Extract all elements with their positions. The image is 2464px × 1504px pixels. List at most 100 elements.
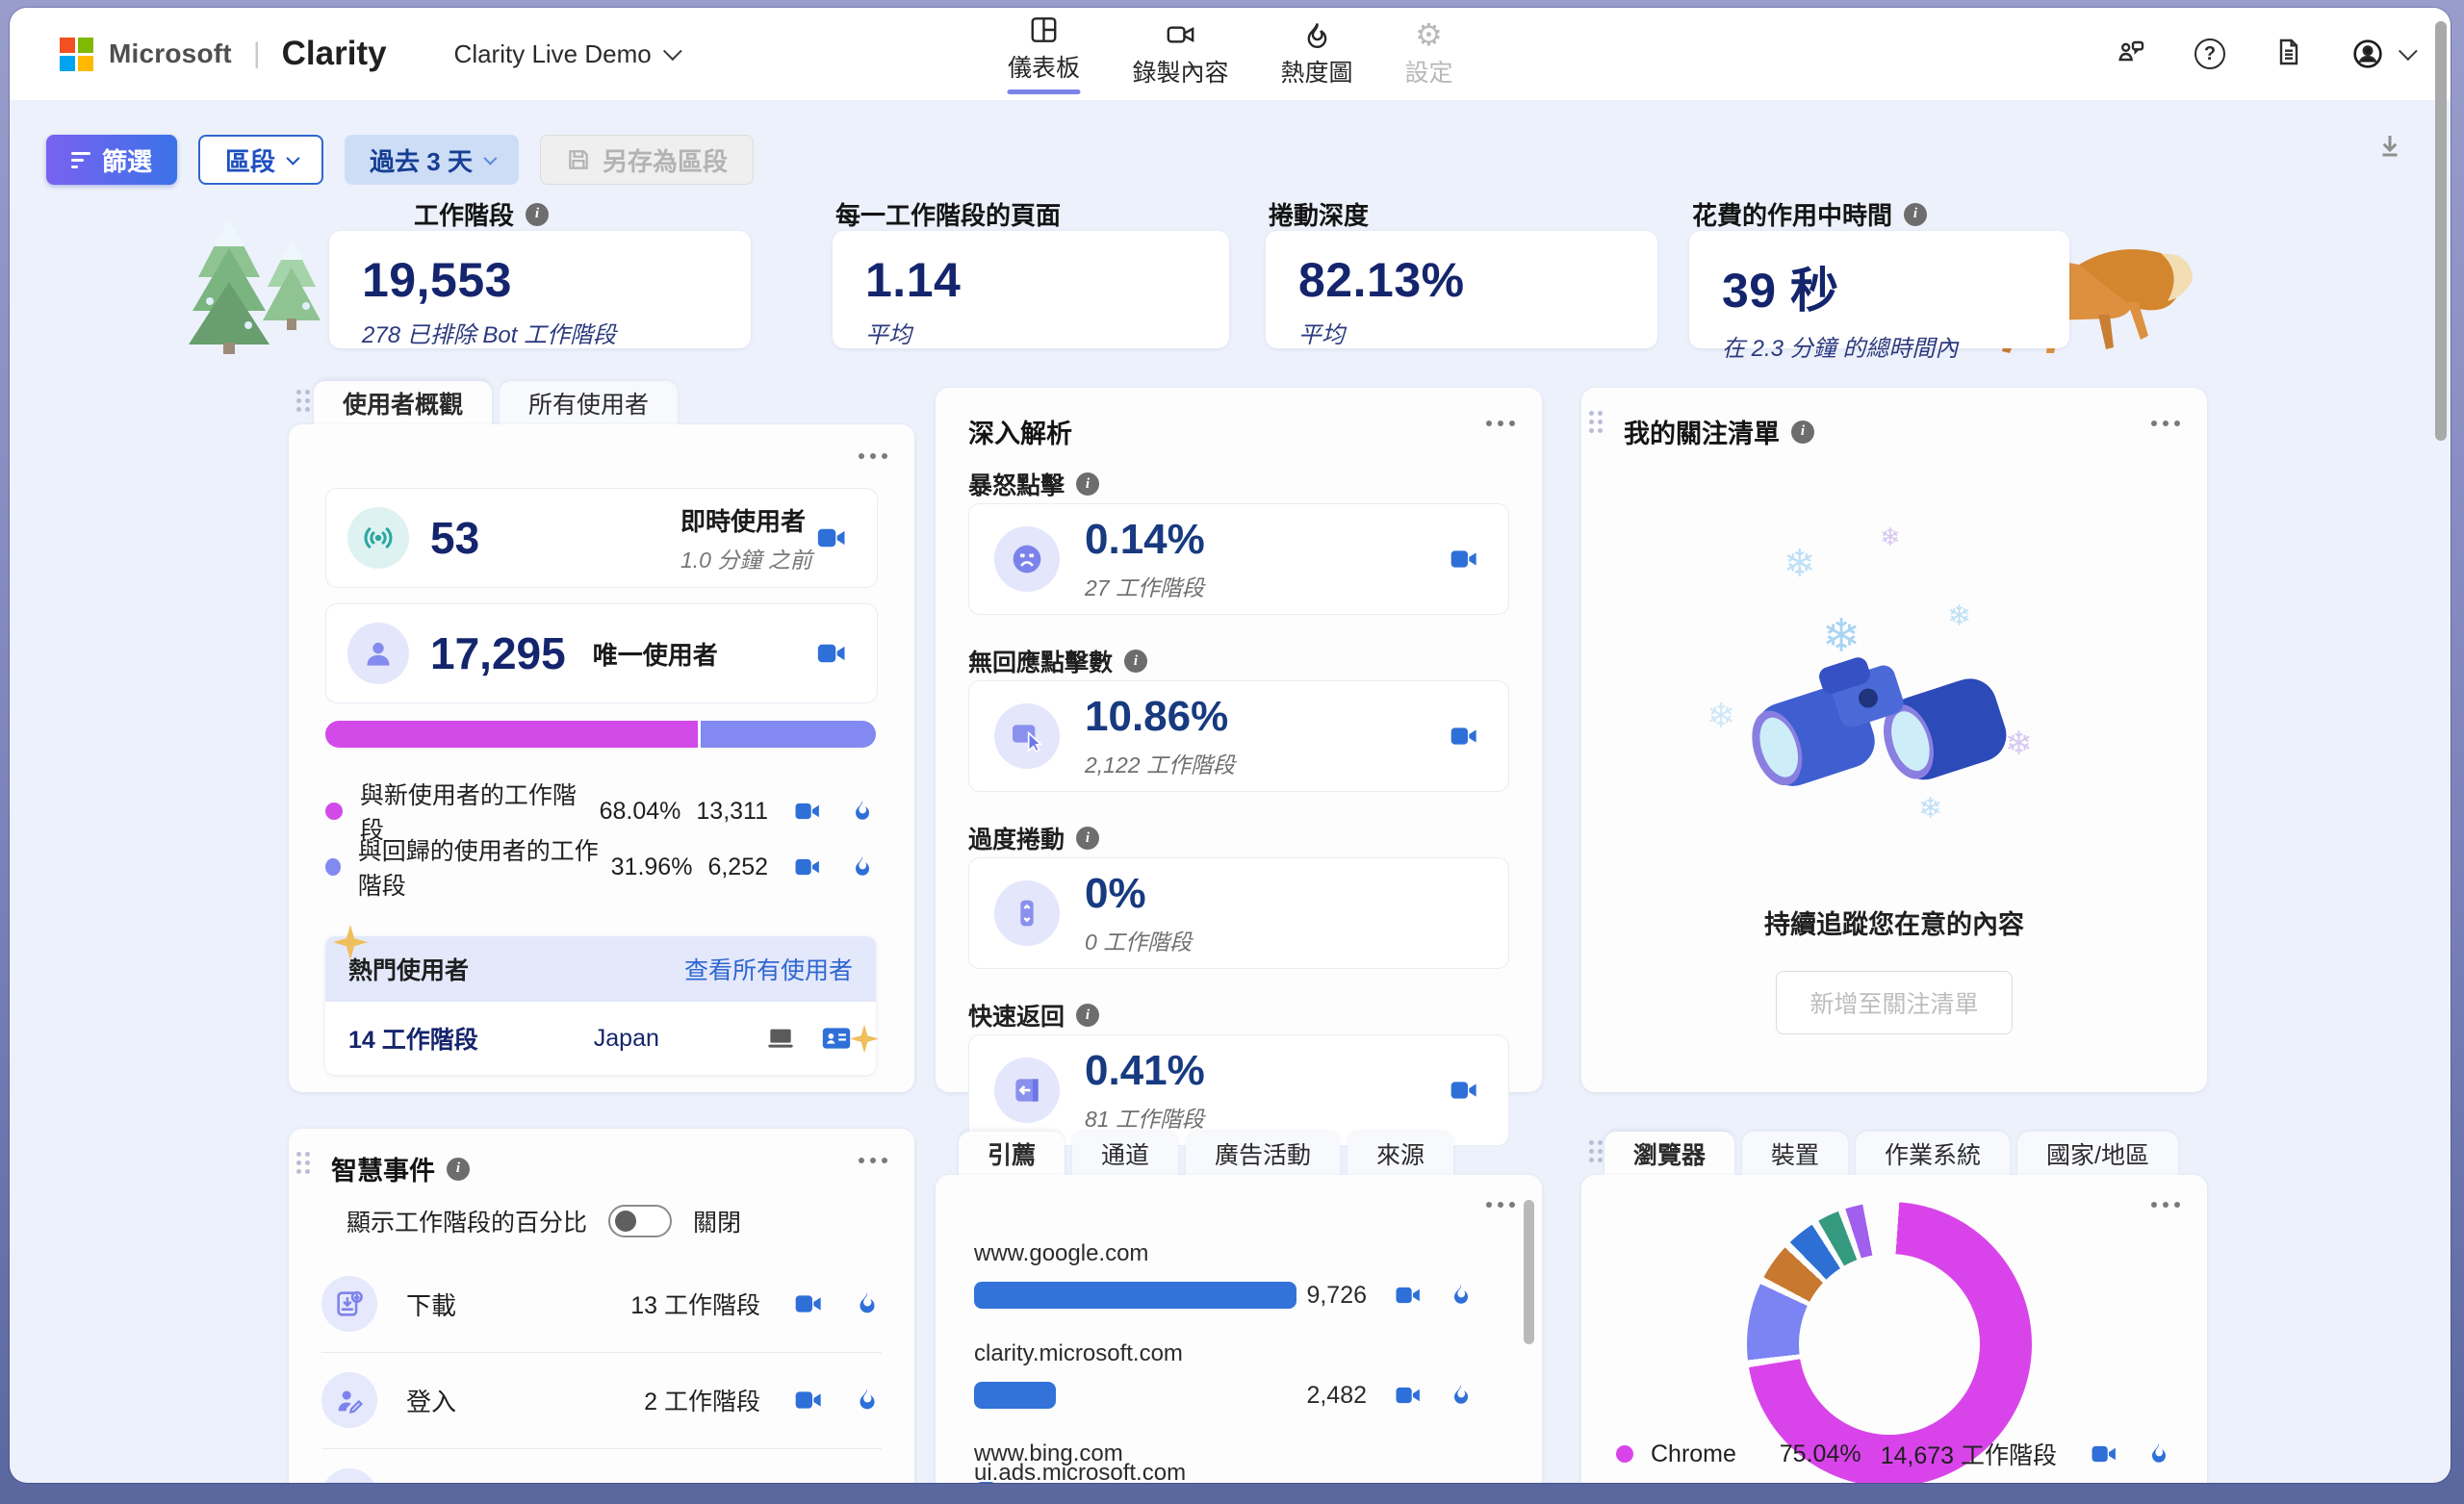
event-row-contact-us[interactable]: 請與我們連絡 1 工作階段: [321, 1456, 882, 1483]
drag-handle[interactable]: [1589, 1140, 1603, 1162]
tab-referrers[interactable]: 引薦: [959, 1132, 1065, 1176]
chevron-down-icon: [286, 151, 300, 166]
quick-backs-sessions: 81 工作階段: [1085, 1107, 1204, 1132]
referrer-heatmap-button[interactable]: [1448, 1482, 1475, 1483]
event-recordings-button[interactable]: [793, 1288, 824, 1319]
nav-heatmaps[interactable]: 熱度圖: [1280, 19, 1353, 89]
segment-recordings-button[interactable]: [793, 853, 822, 881]
tab-all-users[interactable]: 所有使用者: [500, 381, 679, 425]
user-overview-tabs: 使用者概觀 所有使用者: [314, 381, 679, 425]
nav-recordings[interactable]: 錄製內容: [1132, 19, 1228, 89]
info-icon[interactable]: i: [1124, 650, 1148, 673]
account-menu[interactable]: [2352, 38, 2418, 69]
event-recordings-button[interactable]: [793, 1385, 824, 1415]
tab-campaigns[interactable]: 廣告活動: [1186, 1132, 1341, 1176]
app-header: Microsoft | Clarity Clarity Live Demo 儀表…: [10, 8, 2451, 100]
more-menu-button[interactable]: [2151, 421, 2180, 426]
event-row-login[interactable]: 登入 2 工作階段: [321, 1360, 882, 1440]
browsers-donut-chart[interactable]: [1747, 1202, 2032, 1483]
insight-label-text: 快速返回: [968, 1004, 1065, 1031]
info-icon[interactable]: i: [1076, 472, 1100, 496]
date-range-button[interactable]: 過去 3 天: [345, 135, 519, 185]
rage-clicks-recordings-button[interactable]: [1449, 544, 1479, 574]
more-menu-button[interactable]: [2151, 1202, 2180, 1208]
live-users-label: 即時使用者: [680, 506, 807, 536]
help-button[interactable]: ?: [2194, 38, 2225, 69]
release-notes-button[interactable]: [2273, 37, 2304, 72]
more-menu-button[interactable]: [1486, 1202, 1515, 1208]
segments-button[interactable]: 區段: [198, 135, 324, 185]
browser-legend-row[interactable]: Chrome 75.04% 14,673 工作階段: [1616, 1437, 2172, 1471]
drag-handle[interactable]: [1589, 411, 1603, 433]
event-heatmap-button[interactable]: [853, 1482, 882, 1483]
tab-os[interactable]: 作業系統: [1856, 1132, 2011, 1176]
segment-heatmap-button[interactable]: [849, 798, 876, 825]
quick-backs-label: 快速返回 i: [968, 998, 1100, 1032]
legend-count: 6,252: [707, 853, 768, 880]
event-row-downloads[interactable]: 下載 13 工作階段: [321, 1263, 882, 1344]
browser-recordings-button[interactable]: [2090, 1440, 2118, 1468]
event-recordings-button[interactable]: [793, 1481, 824, 1483]
event-heatmap-button[interactable]: [853, 1289, 882, 1318]
tab-country[interactable]: 國家/地區: [2017, 1132, 2178, 1176]
info-icon[interactable]: i: [447, 1157, 470, 1181]
info-icon[interactable]: i: [1791, 420, 1814, 444]
referrer-bar[interactable]: [974, 1482, 998, 1483]
project-selector[interactable]: Clarity Live Demo: [454, 39, 682, 69]
browser-heatmap-button[interactable]: [2145, 1440, 2172, 1467]
tab-user-overview[interactable]: 使用者概觀: [314, 381, 493, 425]
kpi-label-text: 每一工作階段的頁面: [835, 201, 1062, 230]
feedback-button[interactable]: [2116, 37, 2146, 72]
event-heatmap-button[interactable]: [853, 1386, 882, 1415]
referrer-recordings-button[interactable]: [1394, 1481, 1423, 1483]
legend-label: 與新使用者的工作階段: [359, 782, 577, 844]
info-icon[interactable]: i: [1904, 202, 1928, 226]
live-users-recordings-button[interactable]: [815, 522, 848, 554]
user-profile-card-icon[interactable]: [820, 1022, 853, 1055]
kpi-scroll-depth-card: 82.13% 平均: [1266, 231, 1657, 348]
info-icon[interactable]: i: [1076, 827, 1100, 850]
quick-backs-recordings-button[interactable]: [1449, 1075, 1479, 1106]
segment-recordings-button[interactable]: [793, 797, 822, 826]
app-window: Microsoft | Clarity Clarity Live Demo 儀表…: [10, 8, 2451, 1483]
tab-browsers[interactable]: 瀏覽器: [1604, 1132, 1735, 1176]
event-bubble: [321, 1372, 377, 1428]
divider: [321, 1448, 882, 1449]
show-percentage-toggle[interactable]: [608, 1205, 673, 1237]
watchlist-empty-title: 持續追蹤您在意的內容: [1764, 910, 2024, 939]
referrer-label: www.bing.com: [974, 1440, 1123, 1466]
flame-icon: [860, 1389, 875, 1410]
referrer-recordings-button[interactable]: [1394, 1381, 1423, 1410]
tab-channels[interactable]: 通道: [1072, 1132, 1179, 1176]
top-users-header: 熱門使用者 查看所有使用者: [325, 936, 876, 1002]
more-menu-button[interactable]: [859, 453, 887, 459]
referrer-recordings-button[interactable]: [1394, 1281, 1423, 1310]
returning-users-bar-segment[interactable]: [701, 721, 876, 748]
page-scrollbar[interactable]: [2435, 21, 2447, 441]
referrer-bar[interactable]: [974, 1382, 1057, 1409]
download-dashboard-button[interactable]: [2375, 131, 2404, 165]
referrer-heatmap-button[interactable]: [1448, 1282, 1475, 1309]
referrer-bar[interactable]: [974, 1282, 1296, 1309]
nav-dashboard[interactable]: 儀表板: [1007, 14, 1081, 94]
tab-devices[interactable]: 裝置: [1742, 1132, 1849, 1176]
drag-handle[interactable]: [296, 1152, 310, 1174]
dead-clicks-recordings-button[interactable]: [1449, 721, 1479, 752]
unique-users-recordings-button[interactable]: [815, 637, 848, 670]
more-menu-button[interactable]: [859, 1158, 887, 1163]
info-icon[interactable]: i: [526, 202, 550, 226]
see-all-users-link[interactable]: 查看所有使用者: [683, 957, 853, 984]
card-scrollbar[interactable]: [1524, 1200, 1534, 1344]
tab-sources[interactable]: 來源: [1348, 1132, 1454, 1176]
referrer-row-clarity: clarity.microsoft.com 2,482: [974, 1340, 1475, 1410]
card-title-text: 我的關注清單: [1624, 420, 1780, 448]
info-icon[interactable]: i: [1076, 1004, 1100, 1027]
top-user-row[interactable]: 14 工作階段 Japan: [325, 1002, 876, 1075]
referrer-heatmap-button[interactable]: [1448, 1382, 1475, 1409]
more-menu-button[interactable]: [1486, 421, 1515, 426]
segment-heatmap-button[interactable]: [849, 854, 876, 880]
filter-button[interactable]: 篩選: [46, 135, 178, 185]
new-users-bar-segment[interactable]: [325, 721, 698, 748]
rage-clicks-panel: 0.14% 27 工作階段: [968, 503, 1509, 615]
drag-handle[interactable]: [296, 390, 310, 412]
